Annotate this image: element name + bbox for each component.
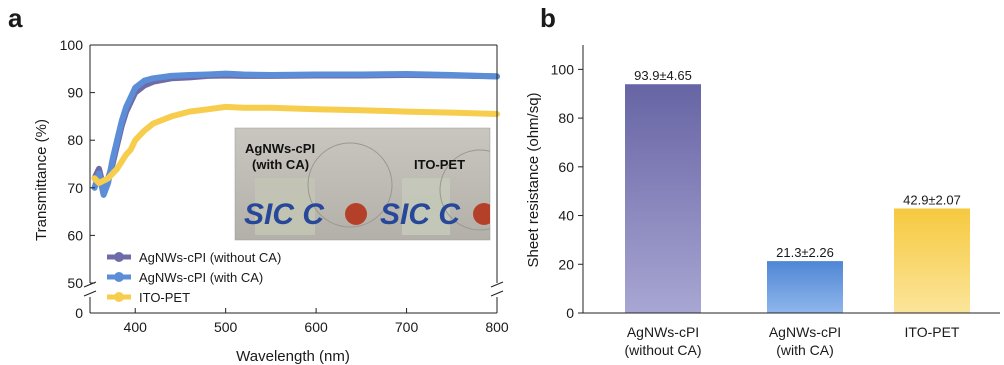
panel-a-letter: a xyxy=(8,3,23,33)
a-legend: AgNWs-cPI (without CA) AgNWs-cPI (with CA… xyxy=(107,250,281,305)
a-y-tick-label: 50 xyxy=(67,275,83,291)
a-y-tick-label: 80 xyxy=(67,132,83,148)
a-x-tick-label: 600 xyxy=(304,319,328,335)
panel-b-letter: b xyxy=(540,3,556,33)
b-bar-3 xyxy=(894,208,970,313)
a-x-tick-label: 500 xyxy=(214,319,238,335)
b-category-label: AgNWs-cPI xyxy=(769,324,841,340)
a-series-lines xyxy=(91,70,500,198)
b-ticks: 0 20 40 60 80 100 xyxy=(551,61,583,321)
inset-label-right: ITO-PET xyxy=(414,157,465,172)
b-category-label: (without CA) xyxy=(624,342,701,358)
panel-b-bar-chart: 93.9±4.65 AgNWs-cPI (without CA) 21.3±2.26 A… xyxy=(525,45,1000,358)
b-y-tick-label: 0 xyxy=(566,305,574,321)
a-x-tick-label: 400 xyxy=(124,319,148,335)
b-bars: 93.9±4.65 AgNWs-cPI (without CA) 21.3±2.26 A… xyxy=(624,68,970,358)
a-y-tick-label: 90 xyxy=(67,85,83,101)
b-frame xyxy=(582,45,1000,314)
b-data-label: 42.9±2.07 xyxy=(903,192,961,207)
a-x-tick-label: 800 xyxy=(485,319,509,335)
b-data-label: 21.3±2.26 xyxy=(776,245,834,260)
panel-a-line-chart: 400 500 600 700 800 0 50 60 70 80 90 100 SIC C SIC … xyxy=(33,37,509,365)
a-series-line-3 xyxy=(91,103,500,186)
a-x-tick-label: 700 xyxy=(395,319,419,335)
b-bar-2 xyxy=(767,261,843,313)
a-frame xyxy=(83,44,504,314)
a-legend-marker xyxy=(114,252,124,262)
a-series-line-2 xyxy=(91,70,500,198)
a-y-tick-label: 70 xyxy=(67,180,83,196)
b-y-tick-label: 40 xyxy=(558,208,574,224)
b-y-tick-label: 100 xyxy=(551,61,575,77)
inset-logo-text-2: SIC C xyxy=(380,198,461,231)
inset-logo-text: SIC C xyxy=(244,198,325,231)
inset-label-left-line1: AgNWs-cPI xyxy=(245,141,315,156)
a-ticks: 400 500 600 700 800 0 50 60 70 80 90 100 xyxy=(60,37,509,335)
b-y-tick-label: 80 xyxy=(558,110,574,126)
b-y-axis-title: Sheet resistance (ohm/sq) xyxy=(525,92,542,267)
a-x-axis-title: Wavelength (nm) xyxy=(236,348,350,365)
b-category-label: ITO-PET xyxy=(905,324,960,340)
b-y-tick-label: 20 xyxy=(558,256,574,272)
b-bar-1 xyxy=(625,84,701,313)
inset-photo: SIC C SIC C AgNWs-cPI (with CA) ITO-PET xyxy=(234,127,491,241)
b-category-label: (with CA) xyxy=(776,342,834,358)
a-legend-label: AgNWs-cPI (with CA) xyxy=(139,270,263,285)
a-legend-marker xyxy=(114,292,124,302)
a-legend-marker xyxy=(114,272,124,282)
inset-label-left-line2: (with CA) xyxy=(252,157,309,172)
b-data-label: 93.9±4.65 xyxy=(634,68,692,83)
a-y-tick-label: 0 xyxy=(75,305,83,321)
a-legend-label: ITO-PET xyxy=(139,290,190,305)
b-category-label: AgNWs-cPI xyxy=(627,324,699,340)
a-legend-label: AgNWs-cPI (without CA) xyxy=(139,250,281,265)
a-y-tick-label: 60 xyxy=(67,227,83,243)
a-y-tick-label: 100 xyxy=(60,37,84,53)
b-y-tick-label: 60 xyxy=(558,159,574,175)
a-y-axis-title: Transmittance (%) xyxy=(33,119,50,241)
